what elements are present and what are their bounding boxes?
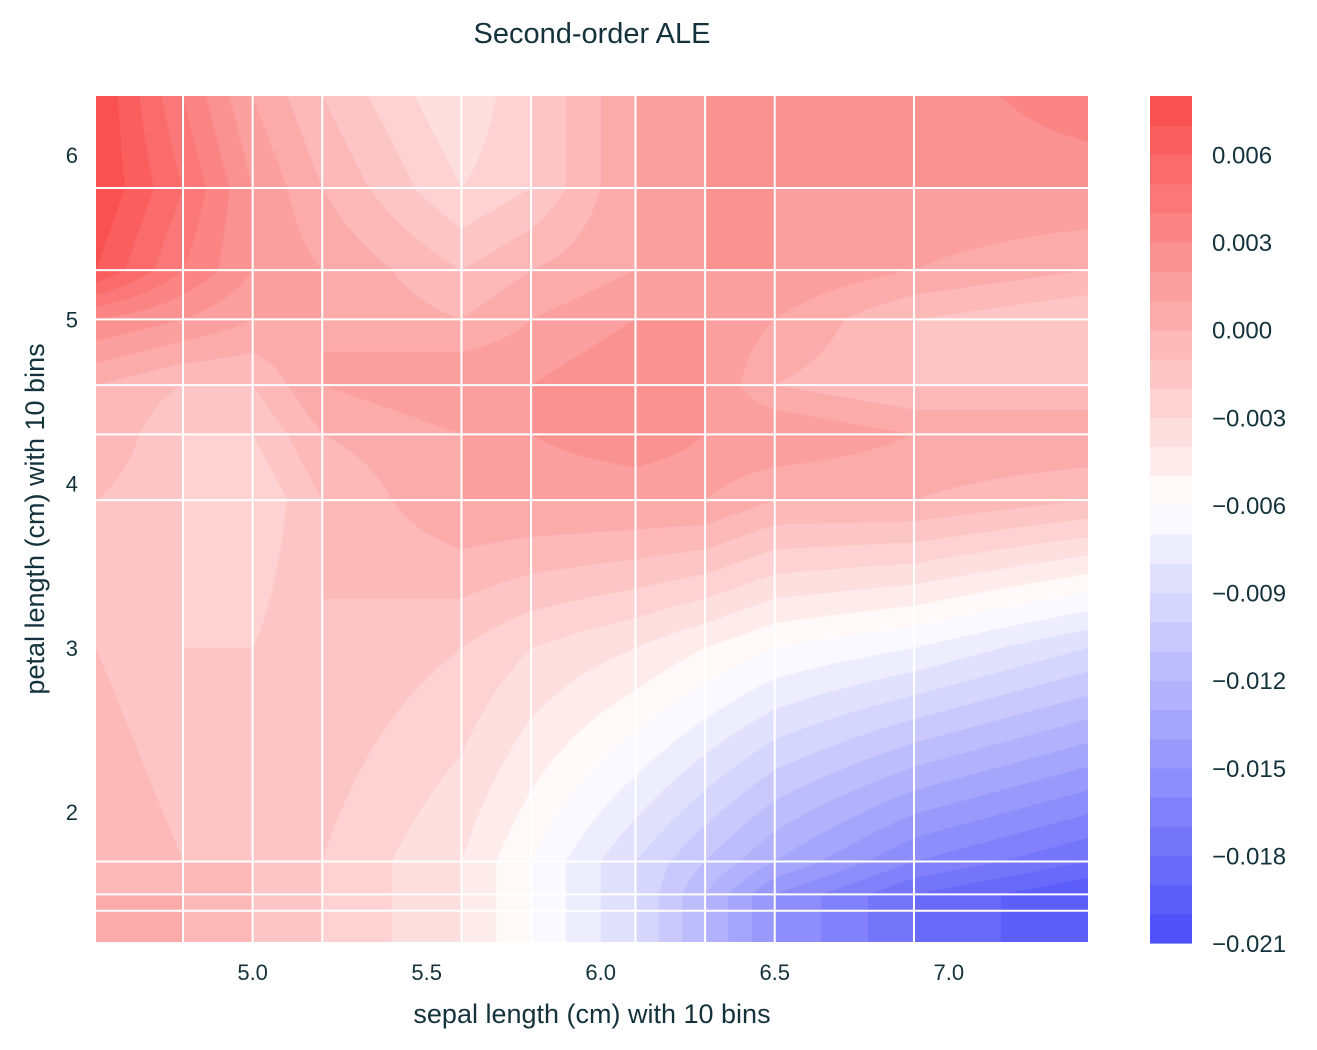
colorbar-band xyxy=(1150,183,1192,214)
y-tick-label: 3 xyxy=(66,636,78,661)
colorbar-band xyxy=(1150,621,1192,652)
colorbar-band xyxy=(1150,388,1192,418)
colorbar-band xyxy=(1150,329,1192,360)
colorbar-band xyxy=(1150,300,1192,331)
y-tick-label: 4 xyxy=(66,472,78,497)
colorbar-band xyxy=(1150,796,1192,827)
colorbar-band xyxy=(1150,417,1192,448)
colorbar-tick-label: −0.012 xyxy=(1212,668,1286,695)
colorbar-band xyxy=(1150,650,1192,681)
colorbar-band xyxy=(1150,855,1192,886)
colorbar-band xyxy=(1150,212,1192,243)
colorbar-band xyxy=(1150,96,1192,126)
colorbar-band xyxy=(1150,271,1192,302)
y-tick-label: 5 xyxy=(66,307,78,332)
y-tick-label: 2 xyxy=(66,800,78,825)
colorbar-band xyxy=(1150,242,1192,272)
colorbar-band xyxy=(1150,154,1192,185)
y-tick-label: 6 xyxy=(66,143,78,168)
x-tick-label: 7.0 xyxy=(933,960,964,985)
colorbar-tick-label: −0.021 xyxy=(1212,931,1286,958)
colorbar-band xyxy=(1150,125,1192,156)
x-tick-label: 6.5 xyxy=(759,960,790,985)
colorbar-band xyxy=(1150,446,1192,477)
x-tick-label: 5.0 xyxy=(237,960,268,985)
colorbar-tick-label: −0.015 xyxy=(1212,756,1286,783)
y-axis-label: petal length (cm) with 10 bins xyxy=(20,343,50,694)
colorbar-tick-label: −0.006 xyxy=(1212,493,1286,520)
colorbar-band xyxy=(1150,534,1192,564)
colorbar-band xyxy=(1150,913,1192,944)
colorbar-band xyxy=(1150,358,1192,389)
colorbar-tick-label: −0.009 xyxy=(1212,581,1286,608)
colorbar-band xyxy=(1150,767,1192,798)
colorbar-band xyxy=(1150,563,1192,594)
colorbar-tick-label: −0.003 xyxy=(1212,405,1286,432)
x-axis-label: sepal length (cm) with 10 bins xyxy=(413,999,770,1029)
colorbar-band xyxy=(1150,709,1192,740)
colorbar-band xyxy=(1150,504,1192,535)
colorbar-band xyxy=(1150,738,1192,769)
colorbar-band xyxy=(1150,592,1192,623)
colorbar-band xyxy=(1150,680,1192,710)
colorbar-tick-label: −0.018 xyxy=(1212,843,1286,870)
x-tick-label: 6.0 xyxy=(585,960,616,985)
contour-fill xyxy=(96,96,1088,942)
colorbar-tick-label: 0.003 xyxy=(1212,230,1272,257)
colorbar-band xyxy=(1150,826,1192,856)
colorbar-band xyxy=(1150,475,1192,506)
x-tick-label: 5.5 xyxy=(411,960,442,985)
colorbar-band xyxy=(1150,884,1192,915)
colorbar-tick-label: 0.006 xyxy=(1212,142,1272,169)
chart-title: Second-order ALE xyxy=(474,18,711,50)
colorbar-tick-label: 0.000 xyxy=(1212,318,1272,345)
